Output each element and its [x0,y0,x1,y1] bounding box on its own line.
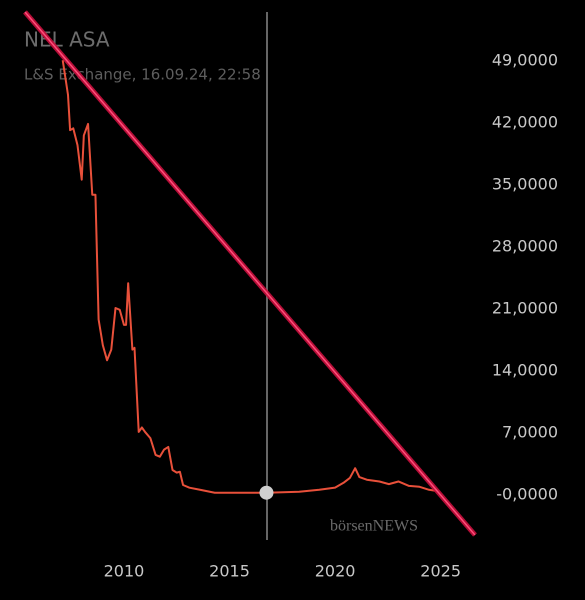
series-line [61,60,436,494]
trend-line-highlight [24,11,476,536]
y-tick-label: 35,0000 [492,175,558,194]
chart-title: NEL ASA [24,28,110,52]
y-tick-label: 14,0000 [492,360,558,379]
y-tick-label: 28,0000 [492,236,558,255]
watermark: börsenNEWS [330,518,418,535]
x-tick-label: 2020 [315,562,356,581]
y-tick-label: 21,0000 [492,298,558,317]
plot [61,60,436,500]
crosshair-point [259,485,274,500]
x-tick-label: 2010 [104,562,145,581]
y-tick-label: 49,0000 [492,51,558,70]
y-tick-label: -0,0000 [496,484,558,503]
x-tick-label: 2025 [420,562,461,581]
y-tick-label: 42,0000 [492,113,558,132]
chart-subtitle: L&S Exchange, 16.09.24, 22:58 [24,66,261,84]
x-tick-label: 2015 [209,562,250,581]
y-tick-label: 7,0000 [502,422,558,441]
